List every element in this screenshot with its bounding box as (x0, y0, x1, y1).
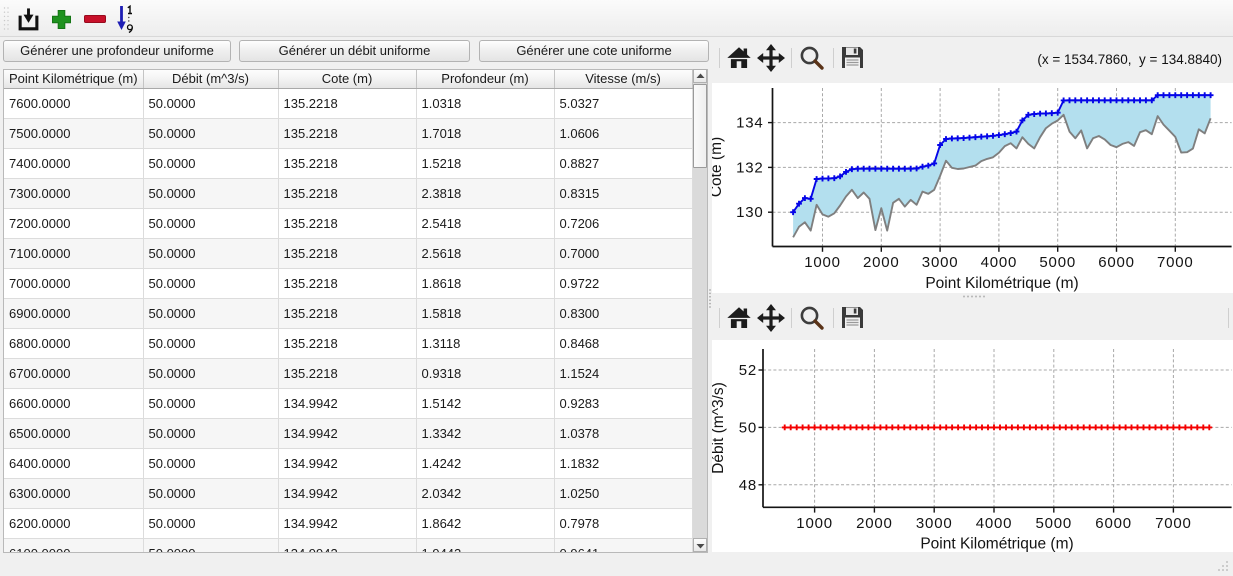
svg-text:3000: 3000 (916, 515, 953, 532)
svg-text:48: 48 (739, 477, 757, 494)
svg-text:7000: 7000 (1157, 254, 1194, 271)
svg-text:2000: 2000 (856, 515, 893, 532)
svg-text:1000: 1000 (804, 254, 841, 271)
svg-text:4000: 4000 (976, 515, 1013, 532)
svg-text:Point Kilométrique (m): Point Kilométrique (m) (925, 275, 1078, 292)
svg-text:4000: 4000 (981, 254, 1018, 271)
svg-text:Débit (m^3/s): Débit (m^3/s) (712, 382, 727, 474)
svg-text:6000: 6000 (1095, 515, 1132, 532)
svg-text:5000: 5000 (1039, 254, 1076, 271)
svg-text:52: 52 (739, 362, 757, 379)
svg-text:2000: 2000 (863, 254, 900, 271)
svg-text:7000: 7000 (1155, 515, 1192, 532)
svg-text:134: 134 (736, 115, 763, 132)
svg-text:1000: 1000 (796, 515, 833, 532)
svg-text:6000: 6000 (1098, 254, 1135, 271)
svg-text:132: 132 (736, 159, 763, 176)
svg-text:Point Kilométrique (m): Point Kilométrique (m) (920, 536, 1073, 553)
svg-text:Cote (m): Cote (m) (712, 137, 725, 197)
svg-text:5000: 5000 (1036, 515, 1073, 532)
svg-text:50: 50 (739, 419, 757, 436)
svg-text:130: 130 (736, 204, 763, 221)
svg-text:3000: 3000 (922, 254, 959, 271)
